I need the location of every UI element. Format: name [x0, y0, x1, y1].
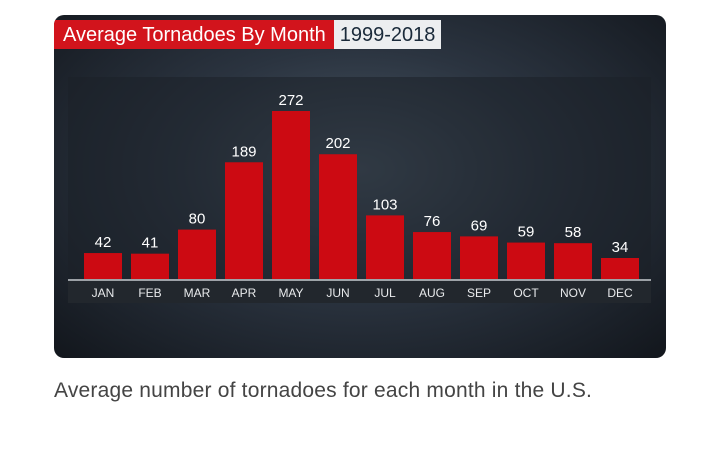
tick-label-oct: OCT [513, 286, 539, 300]
data-label-jun: 202 [325, 135, 350, 152]
bar-aug [413, 232, 451, 279]
tick-label-sep: SEP [467, 286, 491, 300]
bar-mar [178, 229, 216, 279]
bar-oct [507, 242, 545, 279]
data-label-nov: 58 [565, 224, 582, 241]
data-label-mar: 80 [189, 211, 206, 228]
bar-apr [225, 162, 263, 279]
data-label-sep: 69 [471, 217, 488, 234]
bar-jun [319, 154, 357, 279]
tick-label-nov: NOV [560, 286, 586, 300]
data-label-oct: 59 [518, 224, 535, 241]
figure-caption: Average number of tornadoes for each mon… [54, 379, 593, 402]
tick-label-apr: APR [232, 286, 257, 300]
bar-jan [84, 253, 122, 279]
bar-feb [131, 253, 169, 279]
tick-label-jul: JUL [374, 286, 396, 300]
bar-jul [366, 215, 404, 279]
data-label-jul: 103 [372, 196, 397, 213]
tick-label-dec: DEC [607, 286, 633, 300]
data-label-feb: 41 [142, 235, 159, 252]
chart-card: Average Tornadoes By Month 1999-2018 42 J… [54, 15, 666, 358]
tick-label-feb: FEB [138, 286, 161, 300]
chart-subtitle-years: 1999-2018 [333, 20, 442, 49]
bar-sep [460, 236, 498, 279]
tick-label-mar: MAR [184, 286, 211, 300]
tick-label-may: MAY [278, 286, 303, 300]
tick-label-jan: JAN [92, 286, 115, 300]
tick-label-jun: JUN [326, 286, 349, 300]
tick-label-aug: AUG [419, 286, 445, 300]
data-label-aug: 76 [424, 213, 441, 230]
x-axis-band [68, 281, 651, 303]
bar-chart: 42 JAN 41 FEB 80 MAR 189 APR 272 MAY 202 JUN 103 JUL 7… [68, 77, 651, 303]
chart-header: Average Tornadoes By Month 1999-2018 [54, 20, 442, 49]
data-label-may: 272 [278, 92, 303, 109]
data-label-apr: 189 [231, 143, 256, 160]
bar-dec [601, 258, 639, 279]
data-label-jan: 42 [95, 234, 112, 251]
data-label-dec: 34 [612, 239, 629, 256]
bar-nov [554, 243, 592, 279]
bar-may [272, 111, 310, 279]
chart-title: Average Tornadoes By Month [54, 20, 334, 49]
